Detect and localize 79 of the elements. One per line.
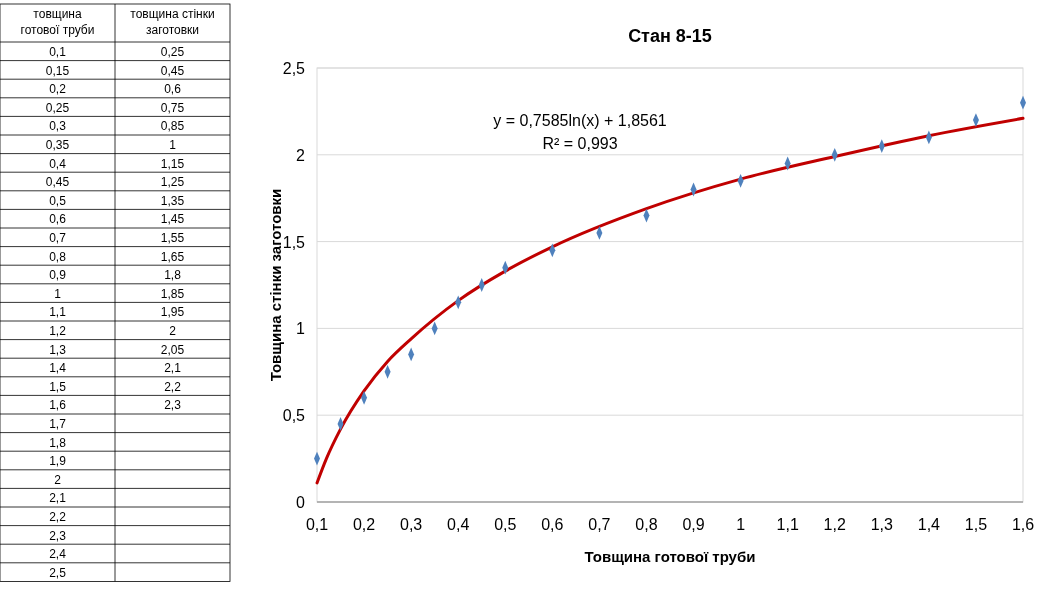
text: 0,6 (49, 212, 67, 227)
x-tick-label: 0,1 (305, 516, 329, 533)
text: 1,8 (164, 268, 182, 283)
text: 1,8 (49, 435, 67, 450)
x-tick-label: 1,1 (776, 516, 799, 533)
text: 2,4 (49, 547, 67, 562)
text: 1,65 (160, 249, 185, 264)
text: 0,8 (49, 249, 67, 264)
text: 1,7 (49, 417, 67, 431)
text: 2,2 (49, 510, 67, 524)
x-tick-label: 1,3 (870, 516, 894, 533)
text: 2,1 (164, 361, 182, 376)
x-tick-label: 0,6 (541, 516, 564, 533)
text: 1 (54, 286, 62, 301)
x-tick-label: 0,9 (682, 516, 705, 533)
text: 1,9 (49, 454, 67, 469)
text: 0,85 (160, 119, 185, 134)
text: 1,5 (49, 379, 67, 394)
y-tick-label: 2,5 (282, 60, 306, 77)
text: 2,05 (160, 342, 185, 357)
text: 0,4 (49, 156, 67, 171)
text: 1,45 (160, 212, 185, 227)
text: товщина готової труби (20, 7, 95, 37)
text: 1,55 (160, 231, 185, 245)
text: 0,25 (45, 100, 70, 115)
text: 1,6 (49, 398, 67, 413)
text: 0,75 (160, 100, 185, 115)
x-tick-label: 0,5 (494, 516, 517, 533)
chart-title: Стан 8-15 (628, 26, 712, 46)
y-tick-label: 0 (296, 494, 306, 511)
text: 2 (54, 472, 62, 487)
text: 1,35 (160, 193, 185, 208)
annotation: y = 0,7585ln(x) + 1,8561 (493, 112, 667, 129)
text: 1,15 (160, 156, 185, 171)
text: 0,45 (45, 175, 70, 190)
text: 0,9 (49, 268, 67, 283)
text: 0,15 (45, 63, 70, 78)
text: 0,45 (160, 63, 185, 78)
text: 2,5 (49, 565, 67, 580)
text: 2,1 (49, 491, 67, 506)
x-tick-label: 0,4 (447, 516, 470, 533)
x-tick-label: 1 (736, 516, 746, 533)
text: товщина стінки заготовки (130, 7, 215, 37)
text: 0,6 (164, 82, 182, 97)
y-tick-label: 0,5 (282, 407, 306, 425)
text: 1,25 (160, 175, 185, 190)
x-tick-label: 0,2 (352, 516, 376, 533)
text: 1,2 (49, 324, 67, 338)
x-tick-label: 1,4 (917, 516, 941, 533)
x-tick-label: 1,2 (823, 516, 846, 533)
y-tick-label: 1 (296, 320, 306, 338)
y-tick-label: 1,5 (282, 233, 306, 251)
x-tick-label: 1,6 (1011, 516, 1035, 533)
text: 1,1 (49, 305, 67, 320)
text: 0,7 (49, 231, 67, 245)
text: 2,3 (49, 528, 67, 543)
text: 2,3 (164, 398, 182, 413)
x-tick-label: 0,3 (400, 516, 423, 533)
text: 2,2 (164, 379, 182, 394)
text: 0,5 (49, 193, 67, 208)
text: 0,25 (160, 45, 185, 59)
x-tick-label: 1,5 (964, 516, 988, 533)
text: 1,4 (49, 361, 67, 376)
x-tick-label: 0,7 (588, 516, 611, 533)
text: 1,85 (160, 286, 185, 301)
text: 1,95 (160, 305, 185, 320)
text: 0,35 (45, 138, 70, 152)
text: 1 (169, 138, 177, 152)
x-tick-label: 0,8 (635, 516, 658, 533)
line-series (315, 116, 1025, 485)
text: 0,3 (49, 119, 67, 134)
x-axis-title: Товщина готової труби (584, 548, 756, 565)
text: 0,1 (49, 45, 67, 59)
text: 1,3 (49, 342, 67, 357)
y-axis-title: Товщина стінки заготовки (267, 188, 284, 382)
text: 0,2 (49, 82, 67, 97)
text: 2 (169, 324, 177, 338)
y-tick-label: 2 (296, 146, 306, 164)
annotation: R² = 0,993 (542, 135, 618, 152)
